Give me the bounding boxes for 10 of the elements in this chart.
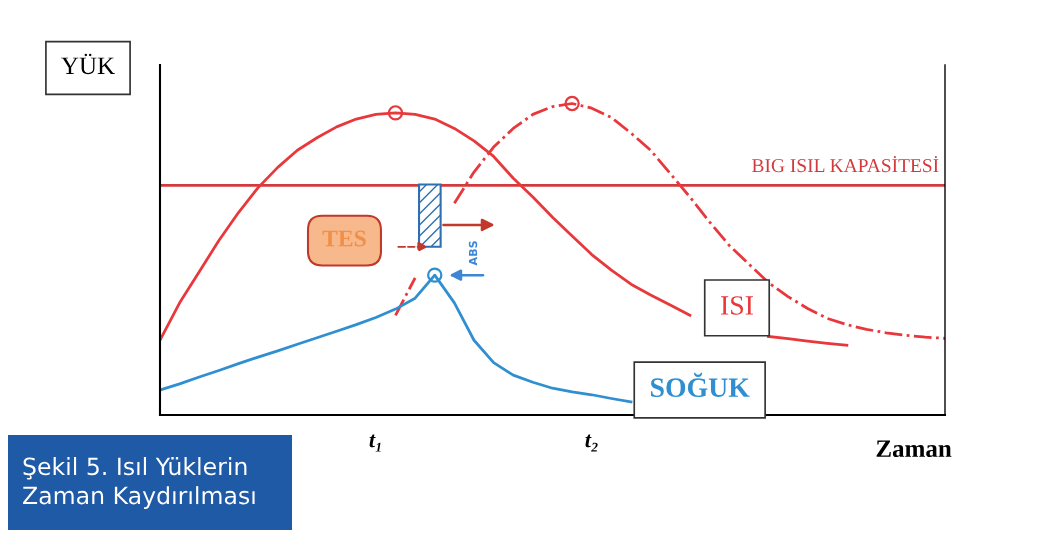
- text: Şekil 5. Isıl Yüklerin Zaman Kaydırılması: [23, 457, 255, 509]
- annotation: ABS: [468, 241, 478, 266]
- x-axis-title: Zaman: [876, 440, 952, 458]
- series-label: ISI: [721, 296, 753, 315]
- annotation: TES: [322, 230, 366, 247]
- x-tick-label: t₁: [369, 434, 381, 452]
- ref-line-label: BIG ISIL KAPASİTESİ: [752, 155, 939, 173]
- y-axis-title: YÜK: [61, 53, 115, 75]
- series-label: SOĞUK: [651, 372, 750, 398]
- x-tick-label: t₂: [585, 434, 598, 452]
